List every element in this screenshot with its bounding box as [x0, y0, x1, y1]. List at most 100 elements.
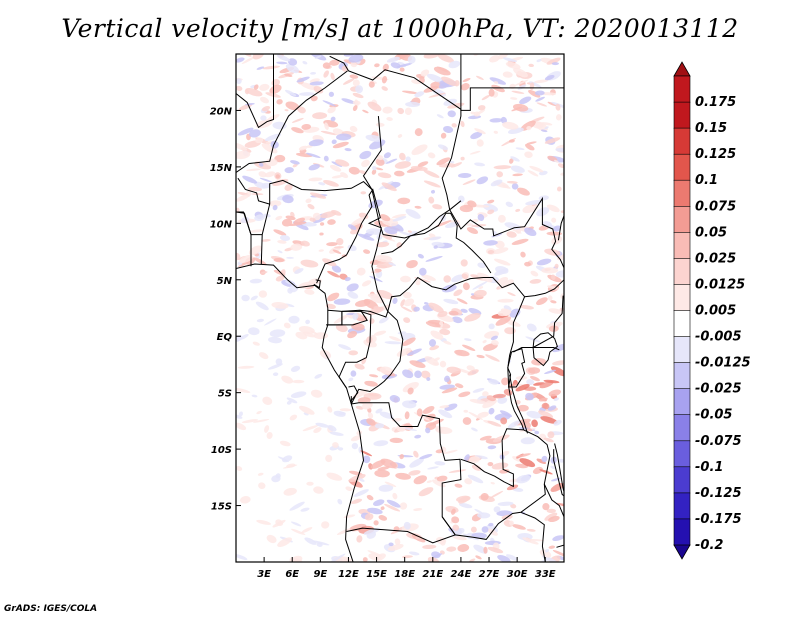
field-blob [443, 449, 458, 454]
field-blob [494, 413, 511, 421]
field-blob [536, 557, 552, 562]
field-blob [306, 481, 314, 486]
field-blob [423, 54, 440, 59]
lon-tick-label: 24E [451, 569, 472, 580]
colorbar: 0.175 0.15 0.125 0.1 0.075 0.05 0.025 0.0125 0.0… [673, 61, 751, 560]
field-blob [487, 445, 497, 450]
field-blob [526, 528, 536, 532]
field-blob [483, 240, 498, 246]
field-blob [366, 418, 376, 426]
field-blob [420, 69, 430, 77]
field-blob [284, 167, 294, 174]
field-blob [236, 387, 251, 393]
field-blob [482, 399, 497, 409]
field-blob [527, 170, 539, 177]
field-blob [548, 515, 560, 523]
field-blob [402, 90, 418, 94]
field-blob [310, 330, 318, 335]
field-blob [481, 526, 489, 533]
field-blob [443, 275, 451, 283]
field-blob [262, 65, 281, 70]
field-blob [390, 62, 401, 69]
field-blob [555, 103, 561, 111]
field-blob [284, 109, 289, 112]
field-blob [404, 411, 410, 420]
field-blob [384, 341, 402, 345]
field-blob [534, 79, 549, 84]
field-blob [291, 117, 304, 123]
field-blob [526, 379, 535, 386]
field-blob [550, 300, 557, 304]
field-blob [539, 469, 553, 475]
field-blob [405, 101, 421, 108]
field-blob [519, 428, 536, 432]
field-blob [476, 139, 484, 147]
field-blob [466, 223, 474, 227]
field-blob [525, 336, 541, 343]
field-blob [336, 237, 344, 246]
field-blob [407, 55, 416, 64]
border-line [341, 310, 368, 326]
border-line [543, 483, 564, 548]
field-blob [483, 546, 488, 554]
field-blob [444, 375, 450, 383]
lat-tick-label: 10S [211, 445, 232, 456]
colorbar-swatch [673, 440, 691, 468]
field-blob [275, 275, 285, 282]
field-blob [352, 312, 359, 320]
field-blob [368, 81, 375, 88]
field-blob [548, 545, 556, 549]
field-blob [271, 301, 289, 309]
field-blob [369, 275, 383, 283]
lon-tick-label: 12E [338, 569, 359, 580]
field-blob [392, 214, 407, 219]
field-blob [509, 308, 521, 318]
field-blob [508, 139, 515, 143]
field-blob [454, 349, 470, 357]
field-blob [426, 480, 433, 483]
field-blob [436, 114, 444, 119]
field-blob [458, 391, 471, 398]
field-blob [308, 177, 323, 182]
field-blob [322, 100, 336, 107]
field-blob [302, 425, 319, 432]
field-blob [342, 78, 355, 85]
field-blob [501, 138, 517, 147]
field-blob [291, 127, 304, 134]
field-blob [350, 435, 362, 442]
field-blob [323, 70, 329, 78]
field-blob [451, 123, 457, 128]
field-blob [262, 396, 273, 405]
field-blob [546, 204, 560, 213]
field-blob [239, 254, 254, 264]
field-blob [338, 344, 352, 351]
field-blob [255, 137, 264, 144]
field-blob [277, 240, 287, 244]
field-blob [438, 82, 451, 89]
lon-tick-label: 18E [394, 569, 415, 580]
border-line [532, 295, 564, 348]
field-blob [475, 555, 482, 560]
colorbar-label: -0.1 [695, 460, 723, 475]
field-blob [331, 174, 344, 179]
lat-tick-label: EQ [217, 332, 233, 343]
field-blob [460, 120, 465, 128]
field-blob [260, 271, 268, 274]
field-blob [509, 158, 514, 164]
field-blob [275, 358, 283, 366]
field-blob [349, 74, 359, 79]
field-blob [441, 387, 458, 394]
field-blob [545, 549, 549, 553]
field-blob [477, 105, 486, 111]
field-blob [433, 245, 438, 249]
field-blob [402, 400, 417, 409]
field-blob [506, 180, 518, 184]
field-blob [331, 265, 342, 273]
field-blob [553, 225, 562, 232]
field-blob [375, 158, 385, 166]
field-blob [371, 169, 377, 175]
field-blob [502, 121, 519, 130]
field-blob [474, 455, 488, 460]
field-blob [355, 405, 364, 410]
field-blob [254, 181, 267, 189]
